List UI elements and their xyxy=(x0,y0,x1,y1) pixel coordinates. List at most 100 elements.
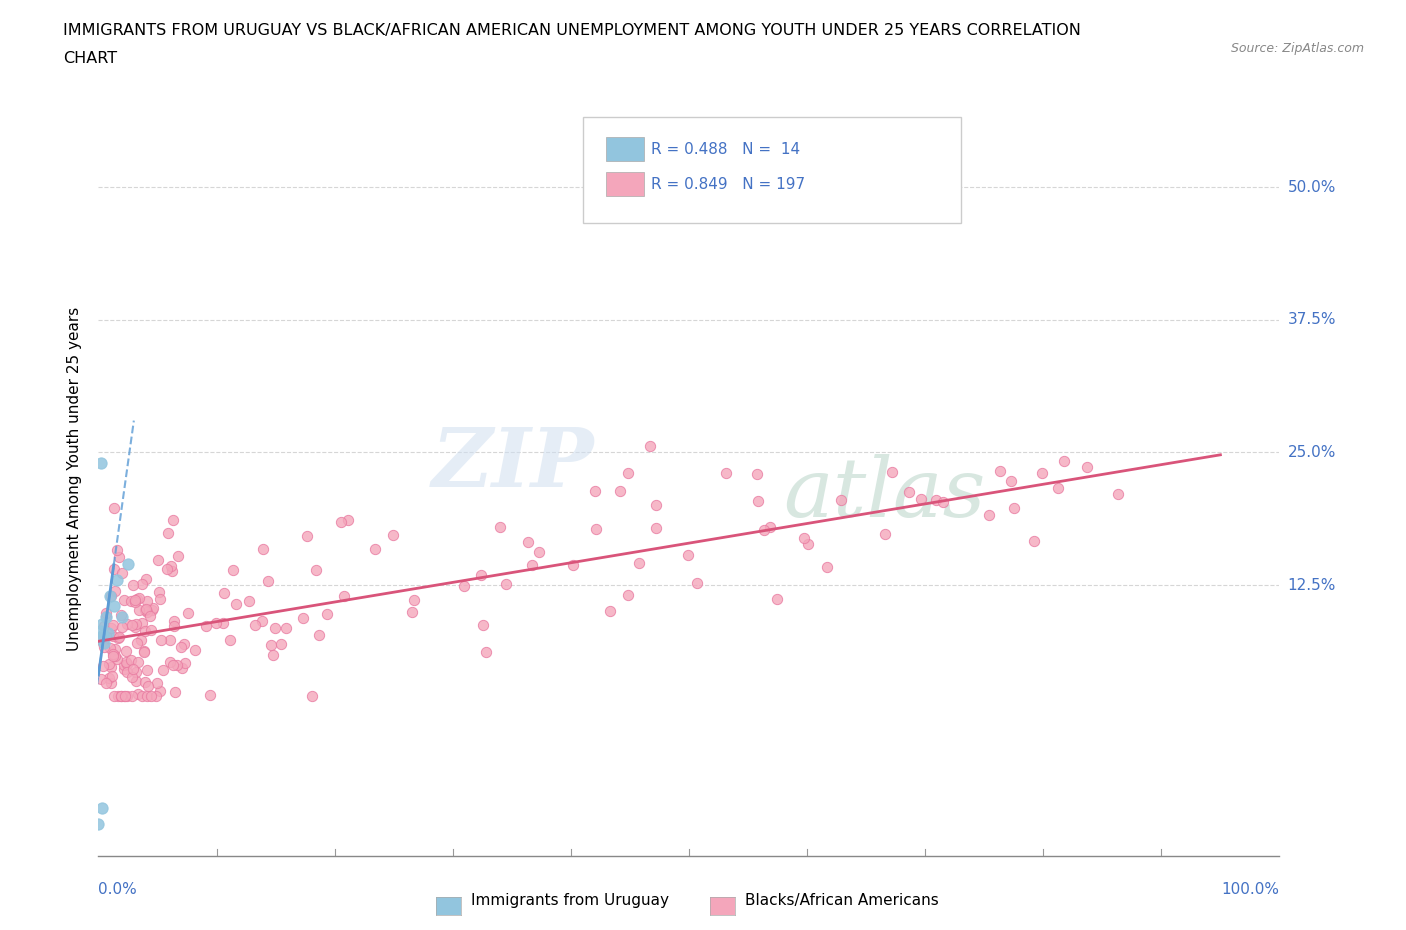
Point xyxy=(89,623,111,638)
Point xyxy=(243,618,266,632)
Point xyxy=(93,631,115,645)
Point xyxy=(112,658,135,672)
Point xyxy=(252,613,274,628)
Text: 37.5%: 37.5% xyxy=(1288,312,1336,327)
Point xyxy=(138,678,160,693)
Point xyxy=(127,655,149,670)
Point xyxy=(129,632,152,647)
Point xyxy=(115,664,138,679)
Point xyxy=(166,658,188,673)
Point xyxy=(159,655,181,670)
Point xyxy=(260,638,283,653)
Point xyxy=(101,628,124,643)
Point xyxy=(117,556,139,571)
Point xyxy=(305,563,328,578)
Point xyxy=(676,548,699,563)
Point xyxy=(101,618,124,632)
Point xyxy=(222,563,245,578)
Point xyxy=(97,657,120,671)
Point xyxy=(219,632,242,647)
Point xyxy=(91,628,114,643)
Point xyxy=(495,577,517,591)
Point xyxy=(100,668,122,683)
Point xyxy=(645,521,668,536)
Point xyxy=(103,500,125,515)
Point xyxy=(830,493,852,508)
Point xyxy=(131,689,153,704)
Point xyxy=(103,689,125,704)
Point xyxy=(330,515,353,530)
Text: 25.0%: 25.0% xyxy=(1288,445,1336,460)
Point xyxy=(103,562,125,577)
Point xyxy=(910,492,932,507)
Point xyxy=(472,618,495,632)
Point xyxy=(747,493,769,508)
Point xyxy=(98,588,121,603)
Point xyxy=(932,495,955,510)
Point xyxy=(139,608,162,623)
Point xyxy=(115,643,138,658)
Point xyxy=(162,658,184,672)
Text: R = 0.488   N =  14: R = 0.488 N = 14 xyxy=(651,141,800,156)
Point xyxy=(96,605,118,620)
Point xyxy=(136,604,159,619)
Point xyxy=(453,578,475,593)
Point xyxy=(94,629,117,644)
Point xyxy=(90,630,112,644)
Point xyxy=(157,525,180,540)
Point xyxy=(295,528,318,543)
Point xyxy=(1076,460,1098,475)
Point xyxy=(308,628,330,643)
Point xyxy=(107,630,129,644)
Point xyxy=(91,658,114,673)
Point xyxy=(156,561,179,576)
Point xyxy=(1053,453,1076,468)
Point xyxy=(516,535,538,550)
Point xyxy=(758,520,780,535)
Point xyxy=(94,675,117,690)
Point xyxy=(114,689,136,704)
Point xyxy=(1031,465,1053,480)
Point xyxy=(149,684,172,698)
Point xyxy=(520,557,543,572)
Point xyxy=(148,552,170,567)
Text: 50.0%: 50.0% xyxy=(1288,179,1336,194)
Point xyxy=(270,637,292,652)
Text: 100.0%: 100.0% xyxy=(1222,883,1279,897)
Point xyxy=(87,817,110,831)
Text: Blacks/African Americans: Blacks/African Americans xyxy=(745,893,939,908)
Point xyxy=(988,464,1011,479)
Point xyxy=(90,456,112,471)
Point xyxy=(115,617,138,631)
Point xyxy=(276,620,298,635)
Point xyxy=(617,588,640,603)
Point xyxy=(169,640,191,655)
Point xyxy=(214,586,236,601)
Point xyxy=(111,609,134,624)
Point xyxy=(585,522,607,537)
Point xyxy=(120,653,142,668)
Point xyxy=(163,618,186,633)
Point xyxy=(1002,500,1025,515)
Point xyxy=(599,604,621,618)
Point xyxy=(98,671,121,685)
Point xyxy=(93,618,115,633)
Point xyxy=(174,656,197,671)
Point xyxy=(173,637,195,652)
Point xyxy=(115,655,138,670)
Point xyxy=(159,632,181,647)
Point xyxy=(127,591,149,606)
Point xyxy=(162,512,184,527)
Point xyxy=(336,512,359,527)
Point xyxy=(111,565,134,580)
Point xyxy=(103,646,125,661)
Point xyxy=(609,484,631,498)
Point xyxy=(104,583,127,598)
Point xyxy=(142,601,165,616)
Point xyxy=(124,619,146,634)
Point xyxy=(184,642,207,657)
Point xyxy=(134,603,156,618)
Point xyxy=(103,649,125,664)
Text: Source: ZipAtlas.com: Source: ZipAtlas.com xyxy=(1230,42,1364,55)
Point xyxy=(1047,481,1070,496)
